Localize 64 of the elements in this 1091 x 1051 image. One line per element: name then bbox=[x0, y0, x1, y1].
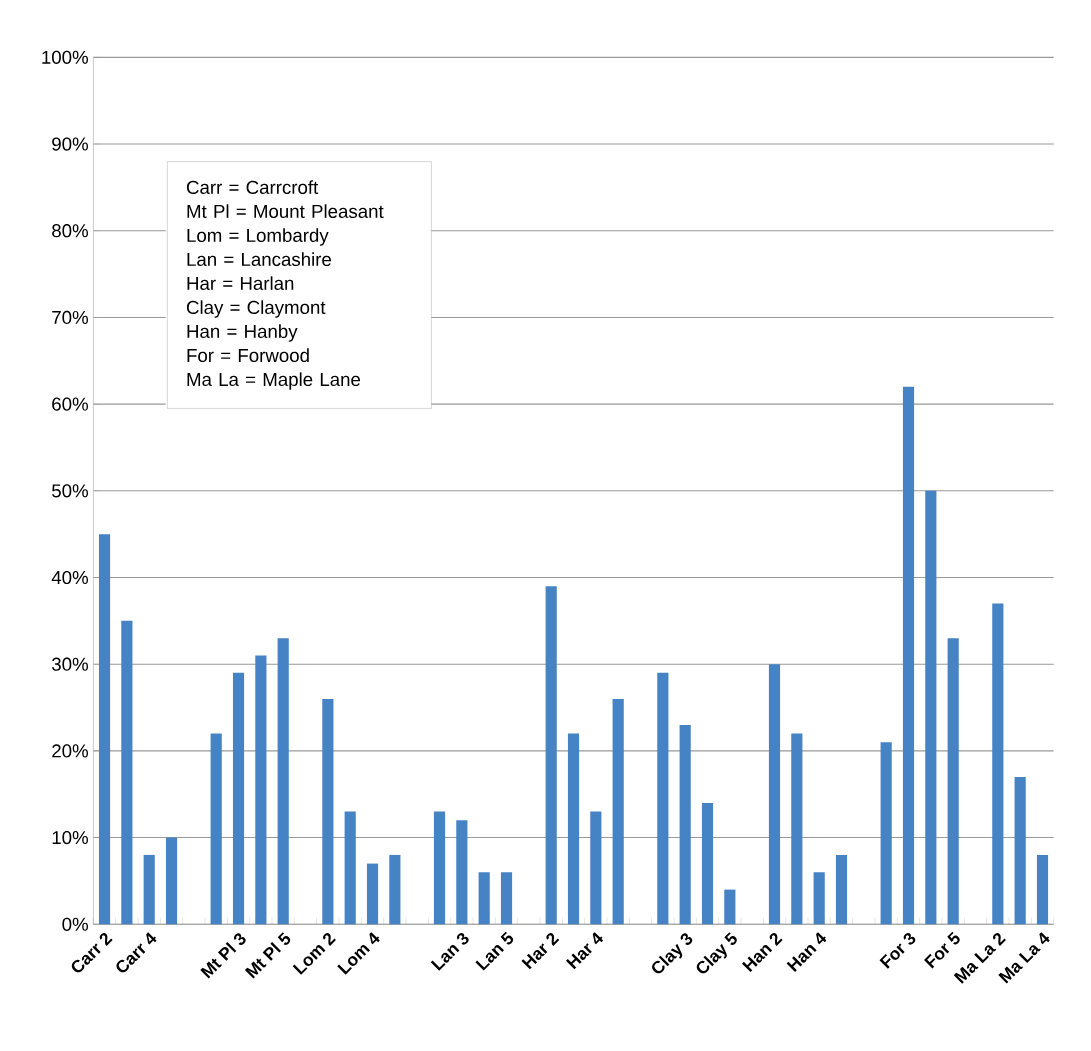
annotation: Har = Harlan bbox=[187, 276, 294, 291]
annotation: Mt Pl = Mount Pleasant bbox=[187, 204, 384, 219]
x-tick-label: Lan 5 bbox=[475, 931, 514, 971]
x-tick-label: Har 4 bbox=[566, 932, 604, 970]
bar bbox=[366, 863, 379, 925]
annotation: Lom = Lombardy bbox=[187, 228, 329, 246]
y-tick-label: 60% bbox=[52, 397, 88, 411]
y-tick-label: 30% bbox=[52, 657, 88, 671]
bar bbox=[835, 854, 848, 925]
bar bbox=[925, 490, 937, 925]
bar bbox=[277, 638, 289, 925]
bar bbox=[590, 811, 602, 925]
annotation: Clay = Claymont bbox=[186, 300, 326, 318]
x-tick-label: Har 2 bbox=[521, 932, 560, 970]
bar bbox=[322, 698, 334, 925]
bar bbox=[992, 603, 1004, 925]
y-tick-label: 0% bbox=[62, 917, 88, 931]
y-tick-label: 90% bbox=[52, 137, 88, 151]
x-tick-label: For 3 bbox=[879, 932, 916, 969]
bar bbox=[768, 664, 781, 925]
bar bbox=[255, 655, 267, 925]
bar bbox=[500, 872, 513, 925]
y-tick-label: 20% bbox=[52, 744, 88, 758]
x-tick-label: Lan 3 bbox=[430, 932, 469, 971]
bar bbox=[701, 802, 714, 925]
bar bbox=[567, 733, 580, 925]
x-tick-label: Mt Pl 3 bbox=[200, 933, 246, 979]
bar bbox=[679, 724, 691, 925]
bar bbox=[98, 534, 111, 925]
y-tick-label: 10% bbox=[52, 830, 88, 845]
bar bbox=[344, 811, 356, 925]
y-tick-label: 100% bbox=[42, 50, 88, 64]
bar bbox=[902, 386, 915, 925]
bar bbox=[657, 672, 669, 925]
bar bbox=[389, 854, 401, 925]
bar bbox=[791, 733, 803, 925]
bar bbox=[1014, 776, 1026, 925]
bar bbox=[433, 811, 446, 925]
bar bbox=[232, 672, 245, 925]
bar bbox=[612, 698, 624, 925]
annotation: For = Forwood bbox=[187, 348, 309, 363]
bar bbox=[880, 742, 892, 925]
x-tick-label: Han 2 bbox=[742, 932, 783, 973]
annotation: Han = Hanby bbox=[187, 324, 298, 342]
annotation: Lan = Lancashire bbox=[187, 252, 331, 267]
annotation: Carr = Carrcroft bbox=[186, 180, 319, 195]
bar bbox=[813, 872, 825, 925]
bar bbox=[165, 837, 178, 925]
y-tick-label: 80% bbox=[52, 224, 88, 238]
bar bbox=[478, 872, 490, 925]
bar bbox=[545, 586, 557, 925]
y-tick-label: 40% bbox=[51, 570, 88, 585]
bar bbox=[121, 620, 133, 925]
y-tick-label: 50% bbox=[52, 484, 88, 498]
bar bbox=[724, 889, 736, 925]
bar bbox=[210, 733, 222, 925]
bar bbox=[947, 638, 959, 925]
bar bbox=[143, 854, 155, 925]
bar bbox=[1036, 854, 1049, 925]
annotation: Ma La = Maple Lane bbox=[187, 372, 361, 390]
x-tick-label: Han 4 bbox=[786, 932, 827, 972]
bar bbox=[456, 820, 468, 925]
y-tick-label: 70% bbox=[52, 310, 88, 325]
x-tick-label: For 5 bbox=[924, 931, 960, 969]
